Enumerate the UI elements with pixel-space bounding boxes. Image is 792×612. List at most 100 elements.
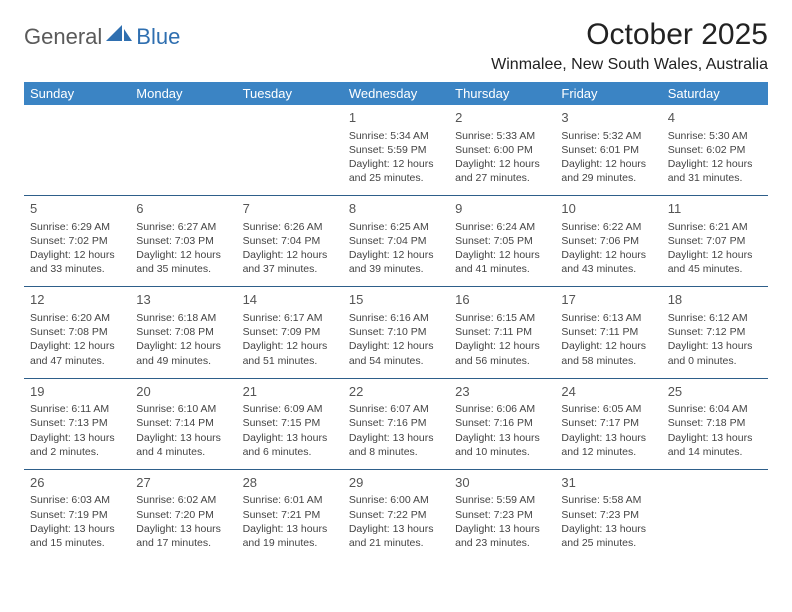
day-number: 23 <box>455 383 549 401</box>
sunset-line: Sunset: 7:11 PM <box>561 325 655 339</box>
sunrise-line: Sunrise: 6:22 AM <box>561 220 655 234</box>
daylight-line: Daylight: 13 hours and 21 minutes. <box>349 522 443 550</box>
day-number: 7 <box>243 200 337 218</box>
logo-sail-icon <box>106 25 134 50</box>
sunset-line: Sunset: 7:23 PM <box>455 508 549 522</box>
week-row: 12Sunrise: 6:20 AMSunset: 7:08 PMDayligh… <box>24 287 768 378</box>
day-cell: 18Sunrise: 6:12 AMSunset: 7:12 PMDayligh… <box>662 287 768 378</box>
daylight-line: Daylight: 13 hours and 19 minutes. <box>243 522 337 550</box>
day-number: 25 <box>668 383 762 401</box>
day-number: 3 <box>561 109 655 127</box>
daylight-line: Daylight: 13 hours and 25 minutes. <box>561 522 655 550</box>
day-cell: 24Sunrise: 6:05 AMSunset: 7:17 PMDayligh… <box>555 378 661 469</box>
day-cell: 21Sunrise: 6:09 AMSunset: 7:15 PMDayligh… <box>237 378 343 469</box>
day-number: 8 <box>349 200 443 218</box>
sunrise-line: Sunrise: 6:29 AM <box>30 220 124 234</box>
daylight-line: Daylight: 12 hours and 43 minutes. <box>561 248 655 276</box>
sunrise-line: Sunrise: 6:05 AM <box>561 402 655 416</box>
day-cell: 5Sunrise: 6:29 AMSunset: 7:02 PMDaylight… <box>24 196 130 287</box>
day-number: 10 <box>561 200 655 218</box>
daylight-line: Daylight: 12 hours and 56 minutes. <box>455 339 549 367</box>
sunset-line: Sunset: 7:11 PM <box>455 325 549 339</box>
day-header-row: SundayMondayTuesdayWednesdayThursdayFrid… <box>24 82 768 105</box>
day-cell: 14Sunrise: 6:17 AMSunset: 7:09 PMDayligh… <box>237 287 343 378</box>
sunrise-line: Sunrise: 5:32 AM <box>561 129 655 143</box>
daylight-line: Daylight: 13 hours and 15 minutes. <box>30 522 124 550</box>
day-cell <box>237 105 343 196</box>
sunset-line: Sunset: 7:23 PM <box>561 508 655 522</box>
sunrise-line: Sunrise: 6:12 AM <box>668 311 762 325</box>
sunrise-line: Sunrise: 6:17 AM <box>243 311 337 325</box>
day-cell: 29Sunrise: 6:00 AMSunset: 7:22 PMDayligh… <box>343 469 449 560</box>
day-number: 11 <box>668 200 762 218</box>
day-cell <box>662 469 768 560</box>
day-cell <box>24 105 130 196</box>
day-cell: 20Sunrise: 6:10 AMSunset: 7:14 PMDayligh… <box>130 378 236 469</box>
day-cell: 25Sunrise: 6:04 AMSunset: 7:18 PMDayligh… <box>662 378 768 469</box>
sunrise-line: Sunrise: 6:24 AM <box>455 220 549 234</box>
daylight-line: Daylight: 13 hours and 17 minutes. <box>136 522 230 550</box>
page-title: October 2025 <box>491 18 768 52</box>
daylight-line: Daylight: 13 hours and 0 minutes. <box>668 339 762 367</box>
daylight-line: Daylight: 12 hours and 49 minutes. <box>136 339 230 367</box>
day-cell: 16Sunrise: 6:15 AMSunset: 7:11 PMDayligh… <box>449 287 555 378</box>
sunset-line: Sunset: 7:18 PM <box>668 416 762 430</box>
sunset-line: Sunset: 7:14 PM <box>136 416 230 430</box>
day-header: Sunday <box>24 82 130 105</box>
logo: General Blue <box>24 24 180 50</box>
daylight-line: Daylight: 12 hours and 29 minutes. <box>561 157 655 185</box>
sunrise-line: Sunrise: 6:25 AM <box>349 220 443 234</box>
daylight-line: Daylight: 12 hours and 47 minutes. <box>30 339 124 367</box>
day-cell: 30Sunrise: 5:59 AMSunset: 7:23 PMDayligh… <box>449 469 555 560</box>
day-cell: 2Sunrise: 5:33 AMSunset: 6:00 PMDaylight… <box>449 105 555 196</box>
daylight-line: Daylight: 13 hours and 12 minutes. <box>561 431 655 459</box>
sunset-line: Sunset: 7:19 PM <box>30 508 124 522</box>
sunrise-line: Sunrise: 6:06 AM <box>455 402 549 416</box>
day-cell: 19Sunrise: 6:11 AMSunset: 7:13 PMDayligh… <box>24 378 130 469</box>
daylight-line: Daylight: 12 hours and 45 minutes. <box>668 248 762 276</box>
sunrise-line: Sunrise: 6:21 AM <box>668 220 762 234</box>
day-number: 2 <box>455 109 549 127</box>
week-row: 1Sunrise: 5:34 AMSunset: 5:59 PMDaylight… <box>24 105 768 196</box>
sunrise-line: Sunrise: 6:11 AM <box>30 402 124 416</box>
day-cell: 6Sunrise: 6:27 AMSunset: 7:03 PMDaylight… <box>130 196 236 287</box>
daylight-line: Daylight: 13 hours and 4 minutes. <box>136 431 230 459</box>
day-number: 30 <box>455 474 549 492</box>
sunrise-line: Sunrise: 6:13 AM <box>561 311 655 325</box>
day-number: 28 <box>243 474 337 492</box>
daylight-line: Daylight: 12 hours and 35 minutes. <box>136 248 230 276</box>
daylight-line: Daylight: 12 hours and 54 minutes. <box>349 339 443 367</box>
daylight-line: Daylight: 13 hours and 10 minutes. <box>455 431 549 459</box>
sunrise-line: Sunrise: 5:58 AM <box>561 493 655 507</box>
logo-text-blue: Blue <box>136 24 180 50</box>
day-cell: 3Sunrise: 5:32 AMSunset: 6:01 PMDaylight… <box>555 105 661 196</box>
sunset-line: Sunset: 7:07 PM <box>668 234 762 248</box>
sunset-line: Sunset: 7:08 PM <box>30 325 124 339</box>
day-header: Friday <box>555 82 661 105</box>
day-number: 5 <box>30 200 124 218</box>
calendar-table: SundayMondayTuesdayWednesdayThursdayFrid… <box>24 82 768 560</box>
daylight-line: Daylight: 12 hours and 41 minutes. <box>455 248 549 276</box>
day-cell: 26Sunrise: 6:03 AMSunset: 7:19 PMDayligh… <box>24 469 130 560</box>
sunset-line: Sunset: 7:16 PM <box>455 416 549 430</box>
day-cell <box>130 105 236 196</box>
sunrise-line: Sunrise: 5:59 AM <box>455 493 549 507</box>
sunset-line: Sunset: 7:03 PM <box>136 234 230 248</box>
day-cell: 9Sunrise: 6:24 AMSunset: 7:05 PMDaylight… <box>449 196 555 287</box>
day-cell: 7Sunrise: 6:26 AMSunset: 7:04 PMDaylight… <box>237 196 343 287</box>
sunset-line: Sunset: 6:02 PM <box>668 143 762 157</box>
day-number: 14 <box>243 291 337 309</box>
day-number: 22 <box>349 383 443 401</box>
day-cell: 22Sunrise: 6:07 AMSunset: 7:16 PMDayligh… <box>343 378 449 469</box>
sunrise-line: Sunrise: 6:20 AM <box>30 311 124 325</box>
day-number: 17 <box>561 291 655 309</box>
sunrise-line: Sunrise: 5:33 AM <box>455 129 549 143</box>
day-cell: 27Sunrise: 6:02 AMSunset: 7:20 PMDayligh… <box>130 469 236 560</box>
sunrise-line: Sunrise: 6:01 AM <box>243 493 337 507</box>
sunset-line: Sunset: 7:08 PM <box>136 325 230 339</box>
day-number: 27 <box>136 474 230 492</box>
day-cell: 15Sunrise: 6:16 AMSunset: 7:10 PMDayligh… <box>343 287 449 378</box>
sunrise-line: Sunrise: 6:26 AM <box>243 220 337 234</box>
day-header: Wednesday <box>343 82 449 105</box>
day-number: 21 <box>243 383 337 401</box>
